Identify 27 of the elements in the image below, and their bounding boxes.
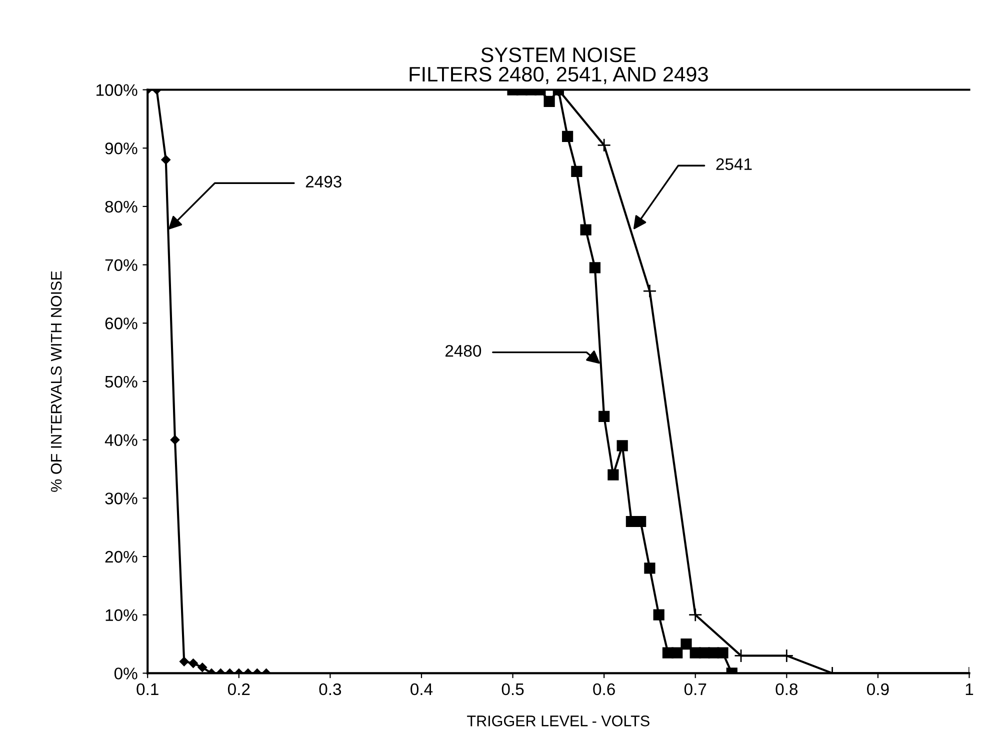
x-tick-label: 0.3 <box>319 683 342 696</box>
y-tick-label: 100% <box>96 84 138 96</box>
y-tick-label: 40% <box>104 434 138 446</box>
y-tick-label: 90% <box>105 142 138 154</box>
x-tick-label: 0.1 <box>136 683 158 696</box>
y-tick-label: 70% <box>105 259 138 271</box>
x-tick-label: 0.9 <box>867 683 889 696</box>
y-tick-label: 0% <box>114 668 138 680</box>
x-tick-label: 0.2 <box>228 683 250 696</box>
annotation: 2493 <box>306 176 342 188</box>
y-tick-label: 10% <box>106 609 138 622</box>
y-tick-label: 30% <box>105 492 138 504</box>
y-tick-label: 60% <box>105 318 138 330</box>
x-tick-label: 0.7 <box>684 683 706 696</box>
x-tick-label: 0.5 <box>502 683 524 696</box>
annotation: 2480 <box>446 344 482 357</box>
x-axis-title: TRIGGER LEVEL - VOLTS <box>467 716 650 726</box>
y-tick-label: 80% <box>105 200 138 213</box>
x-tick-label: 0.8 <box>776 683 798 696</box>
y-tick-label: 20% <box>105 550 138 563</box>
x-tick-label: 1 <box>966 684 974 695</box>
y-axis-title: % OF INTERVALS WITH NOISE <box>50 271 62 492</box>
x-tick-label: 0.6 <box>593 683 615 696</box>
chart-title: SYSTEM NOISE FILTERS 2480, 2541, AND 2493 <box>410 47 708 84</box>
y-tick-label: 50% <box>105 376 138 388</box>
x-tick-label: 0.4 <box>410 683 433 696</box>
annotation: 2541 <box>716 158 752 170</box>
